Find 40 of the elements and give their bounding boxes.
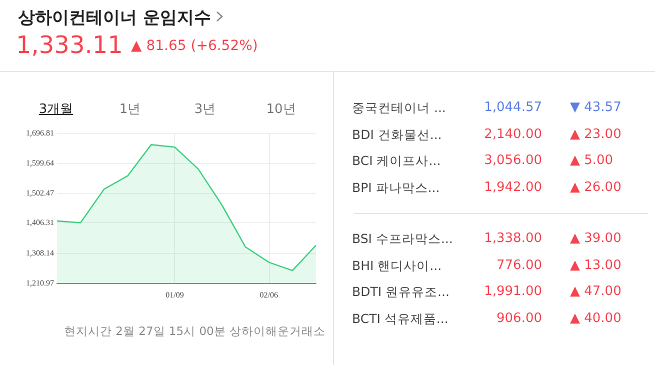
y-tick-label: 1,308.14 <box>26 248 54 258</box>
text: 2,140.00 <box>484 126 542 142</box>
chart-title: 상하이컨테이너 운임지수 <box>18 7 211 29</box>
text: 10년 <box>266 101 296 118</box>
text: ▲ 40.00 <box>570 310 622 326</box>
text: BPI 파나막스... <box>352 180 440 196</box>
y-tick-label: 1,406.31 <box>26 218 54 228</box>
text: 776.00 <box>496 258 542 272</box>
y-tick-label: 1,599.64 <box>26 158 54 168</box>
text: 1,991.00 <box>484 284 542 299</box>
text: BDI 건화물선... <box>352 126 442 144</box>
text: 현지시간 2월 27일 15시 00분 상하이해운거래소 <box>64 324 326 339</box>
text: 3,056.00 <box>484 153 542 168</box>
y-tick-label: 1,210.97 <box>26 278 54 288</box>
y-tick-label: 1,696.81 <box>26 128 54 138</box>
text: 1,333.11 <box>16 31 123 59</box>
text: ▲ 5.00 <box>570 153 614 168</box>
text: ▲ 81.65 (+6.52%) <box>131 38 258 54</box>
y-tick-label: 1,502.47 <box>26 188 54 198</box>
text: 1,338.00 <box>484 231 542 246</box>
text: 1년 <box>119 101 141 118</box>
text: BCTI 석유제품... <box>352 310 448 328</box>
text: 3개월 <box>38 101 74 118</box>
text: 1,044.57 <box>484 100 542 115</box>
text: 906.00 <box>496 310 542 326</box>
text: 1,942.00 <box>484 180 542 194</box>
text: ▲ 39.00 <box>570 231 622 246</box>
text: 중국컨테이너 ... <box>352 100 446 117</box>
text: BCI 케이프사... <box>352 153 441 170</box>
text: ▲ 23.00 <box>570 126 622 142</box>
x-tick-label: 01/09 <box>166 290 184 300</box>
text: BSI 수프라막스... <box>352 231 453 248</box>
x-tick-label: 02/06 <box>260 290 278 300</box>
text: BHI 핸디사이... <box>352 258 442 274</box>
text: 3년 <box>194 101 216 118</box>
text: ▼ 43.57 <box>570 100 622 115</box>
text: ▲ 13.00 <box>570 258 622 272</box>
text: BDTI 원유유조... <box>352 284 450 301</box>
text: ▲ 47.00 <box>570 284 622 299</box>
text: ▲ 26.00 <box>570 180 622 194</box>
